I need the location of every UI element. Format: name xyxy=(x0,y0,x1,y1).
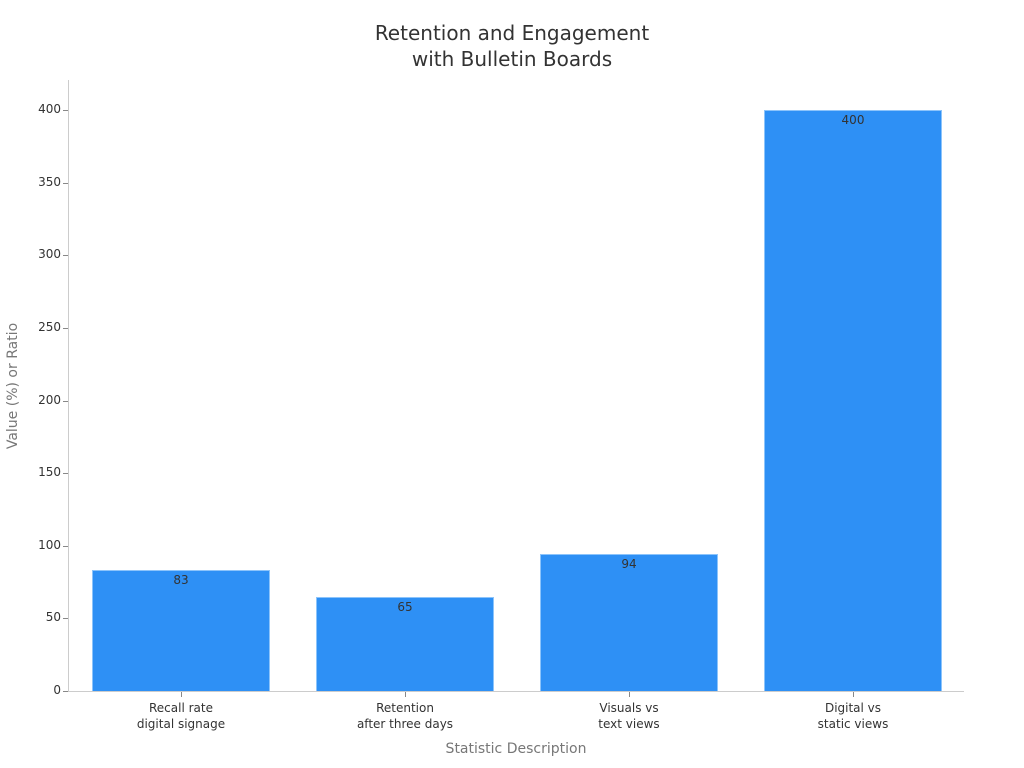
y-tick-label: 200 xyxy=(38,392,61,407)
y-tick-mark xyxy=(63,400,68,402)
y-tick-mark xyxy=(63,691,68,692)
x-tick-label-line: Visuals vs xyxy=(599,701,659,715)
x-tick-label: Digital vs static views xyxy=(818,700,889,732)
y-tick-mark xyxy=(63,182,68,184)
x-tick-mark xyxy=(629,692,630,697)
y-tick-mark xyxy=(63,473,68,475)
y-tick-label: 50 xyxy=(45,610,61,625)
bar: 94 xyxy=(540,554,718,691)
x-tick-mark xyxy=(405,692,406,697)
x-axis-label: Statistic Description xyxy=(445,741,587,757)
bar-value-label: 94 xyxy=(621,557,637,572)
bar: 65 xyxy=(316,596,494,691)
y-tick-mark xyxy=(63,545,68,547)
bar-value-label: 83 xyxy=(173,573,189,588)
bar-value-label: 400 xyxy=(841,113,865,127)
x-tick-label-line: static views xyxy=(817,717,889,731)
bar-value-label: 65 xyxy=(397,599,413,614)
y-tick-mark xyxy=(63,327,68,329)
y-tick-mark xyxy=(63,618,68,620)
y-tick-label: 250 xyxy=(38,319,61,334)
x-tick-label: Visuals vs text views xyxy=(598,700,659,732)
x-tick-mark xyxy=(181,692,182,697)
chart-title-line-2: with Bulletin Boards xyxy=(411,47,613,71)
x-tick-label-line: after three days xyxy=(356,717,454,731)
bar: 83 xyxy=(92,570,270,691)
y-tick-label: 350 xyxy=(38,174,61,189)
chart-title: Retention and Engagement with Bulletin B… xyxy=(0,20,1024,72)
chart-title-line-1: Retention and Engagement xyxy=(374,21,650,45)
y-tick-mark xyxy=(63,255,68,257)
y-tick-mark xyxy=(63,110,68,111)
x-tick-label-line: text views xyxy=(598,717,660,731)
y-tick-label: 300 xyxy=(38,247,61,262)
y-tick-label: 100 xyxy=(38,537,61,552)
x-tick-label-line: Digital vs xyxy=(824,701,882,715)
x-tick-label-line: Recall rate xyxy=(149,701,213,715)
y-tick-label: 0 xyxy=(53,683,61,697)
x-axis-line xyxy=(68,691,964,692)
x-tick-label-line: Retention xyxy=(376,701,434,715)
x-tick-label: Retention after three days xyxy=(357,700,453,732)
y-tick-label: 150 xyxy=(38,465,61,480)
y-axis-line xyxy=(68,80,69,692)
x-tick-mark xyxy=(853,692,854,697)
bar: 400 xyxy=(764,110,942,691)
x-tick-label: Recall rate digital signage xyxy=(137,700,225,732)
x-tick-label-line: digital signage xyxy=(136,717,226,731)
y-axis-label: Value (%) or Ratio xyxy=(5,322,21,450)
y-tick-label: 400 xyxy=(38,102,61,116)
